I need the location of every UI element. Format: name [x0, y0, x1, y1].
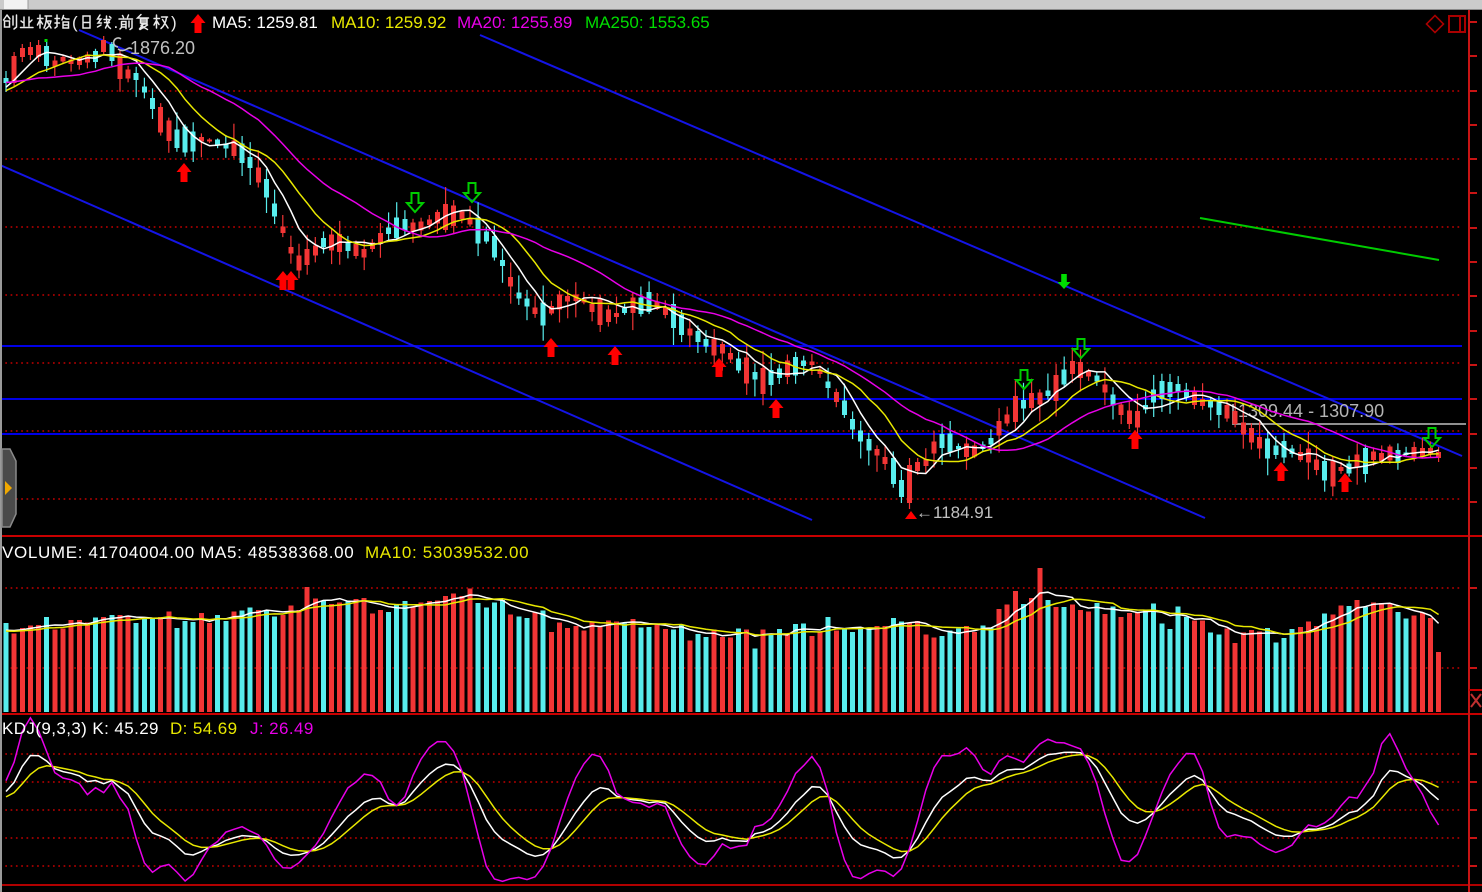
svg-text:MA250: 1553.65: MA250: 1553.65 — [585, 13, 710, 32]
svg-text:1309.44 - 1307.90: 1309.44 - 1307.90 — [1238, 401, 1384, 421]
svg-text:KDJ(9,3,3) K: 45.29: KDJ(9,3,3) K: 45.29 — [2, 719, 159, 738]
svg-text:(: ( — [72, 13, 78, 32]
svg-text:MA20: 1255.89: MA20: 1255.89 — [457, 13, 572, 32]
svg-text:.: . — [114, 13, 119, 32]
svg-text:←1184.91: ←1184.91 — [916, 503, 993, 522]
svg-text:MA10: 1259.92: MA10: 1259.92 — [331, 13, 446, 32]
svg-text:J: 26.49: J: 26.49 — [250, 719, 314, 738]
svg-text:MA10: 53039532.00: MA10: 53039532.00 — [365, 543, 529, 562]
svg-text:VOLUME: 41704004.00 MA5: 48538: VOLUME: 41704004.00 MA5: 48538368.00 — [2, 543, 354, 562]
svg-text:1876.20: 1876.20 — [130, 38, 195, 58]
svg-text:D: 54.69: D: 54.69 — [170, 719, 237, 738]
svg-text:): ) — [171, 13, 177, 32]
svg-text:MA5: 1259.81: MA5: 1259.81 — [212, 13, 318, 32]
